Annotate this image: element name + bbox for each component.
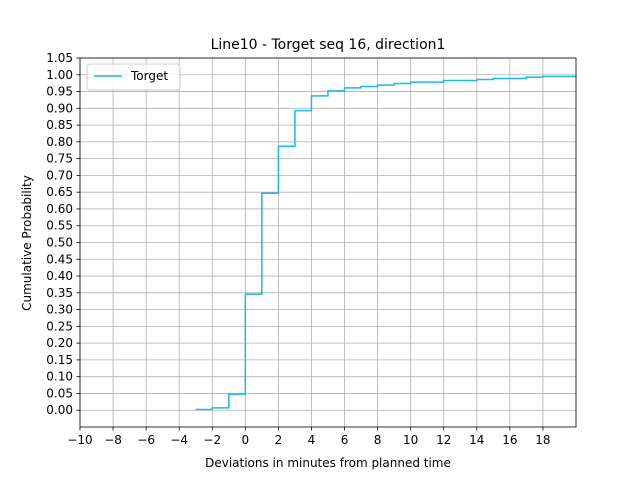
x-tick-label: 8	[374, 433, 382, 447]
y-axis-ticks: 0.00 0.05 0.10 0.15 0.20 0.25 0.30 0.35 0.40 0.45…	[46, 51, 80, 417]
grid	[79, 57, 576, 427]
y-tick-label: 1.00	[46, 68, 73, 82]
series-line-torget	[195, 75, 577, 411]
y-tick-label: 0.65	[46, 185, 73, 199]
y-tick-label: 0.90	[46, 101, 73, 115]
x-tick-label: 18	[535, 433, 550, 447]
x-tick-label: −6	[137, 433, 155, 447]
y-tick-label: 0.05	[46, 386, 73, 400]
y-tick-label: 1.05	[46, 51, 73, 65]
x-tick-label: 0	[242, 433, 250, 447]
x-tick-label: 10	[403, 433, 418, 447]
x-tick-label: −4	[170, 433, 188, 447]
y-tick-label: 0.20	[46, 336, 73, 350]
legend-label-torget: Torget	[130, 69, 168, 83]
y-tick-label: 0.55	[46, 219, 73, 233]
series-layer	[195, 75, 577, 411]
y-tick-label: 0.30	[46, 303, 73, 317]
x-tick-label: −8	[104, 433, 122, 447]
y-tick-label: 0.25	[46, 319, 73, 333]
x-tick-label: −2	[203, 433, 221, 447]
x-axis-label: Deviations in minutes from planned time	[205, 456, 451, 470]
x-tick-label: 6	[341, 433, 349, 447]
y-tick-label: 0.75	[46, 152, 73, 166]
y-tick-label: 0.50	[46, 236, 73, 250]
y-tick-label: 0.85	[46, 118, 73, 132]
y-tick-label: 0.70	[46, 168, 73, 182]
x-tick-label: 14	[469, 433, 484, 447]
y-tick-label: 0.15	[46, 353, 73, 367]
legend: Torget	[86, 63, 181, 91]
y-tick-label: 0.40	[46, 269, 73, 283]
chart-title: Line10 - Torget seq 16, direction1	[211, 37, 446, 53]
x-axis-ticks: −10 −8 −6 −4 −2 0 2 4 6 8 10 12 14 16 18	[67, 427, 551, 447]
x-tick-label: −10	[67, 433, 92, 447]
y-tick-label: 0.95	[46, 85, 73, 99]
x-tick-label: 2	[275, 433, 283, 447]
y-axis-label: Cumulative Probability	[20, 175, 34, 311]
y-tick-label: 0.45	[46, 252, 73, 266]
y-tick-label: 0.60	[46, 202, 73, 216]
y-tick-label: 0.10	[46, 370, 73, 384]
y-tick-label: 0.80	[46, 135, 73, 149]
y-tick-label: 0.35	[46, 286, 73, 300]
x-tick-label: 12	[436, 433, 451, 447]
x-tick-label: 16	[502, 433, 517, 447]
y-tick-label: 0.00	[46, 403, 73, 417]
legend-frame	[86, 63, 181, 91]
x-tick-label: 4	[308, 433, 316, 447]
